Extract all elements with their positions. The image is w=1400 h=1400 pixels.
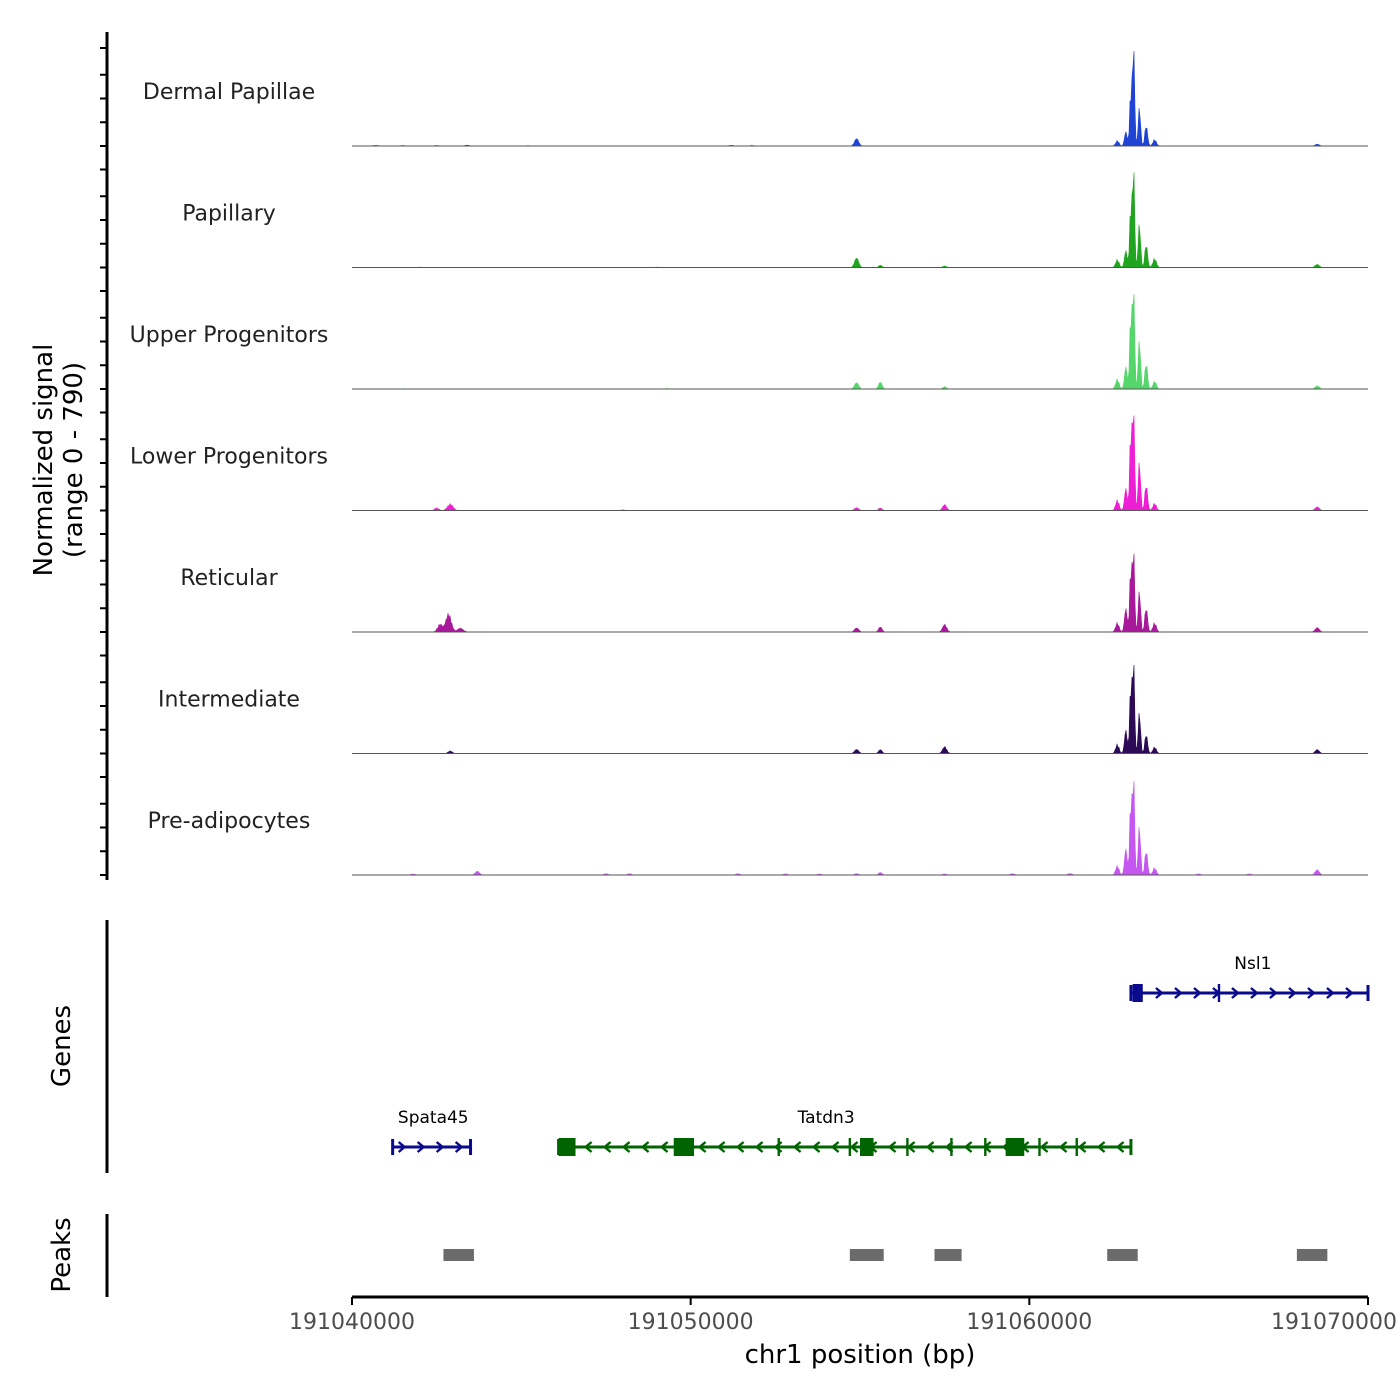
- coverage-area: [352, 50, 1368, 147]
- strand-chevron: [697, 1141, 707, 1153]
- strand-chevron: [830, 1141, 840, 1153]
- track-papillary: Papillary: [182, 172, 1368, 268]
- strand-chevron: [583, 1141, 593, 1153]
- strand-chevron: [1345, 987, 1354, 999]
- exon: [1132, 984, 1143, 1002]
- peak-track: [105, 1214, 1328, 1297]
- y-axis-title-line1: Normalized signal: [29, 344, 59, 577]
- coverage-area: [352, 293, 1368, 390]
- track-dermal-papillae: Dermal Papillae: [143, 50, 1368, 147]
- track-label: Dermal Papillae: [143, 80, 315, 105]
- strand-chevron: [1077, 1141, 1087, 1153]
- peak-region: [1296, 1249, 1328, 1261]
- strand-chevron: [887, 1141, 897, 1153]
- strand-chevron: [716, 1141, 726, 1153]
- strand-chevron: [1269, 987, 1278, 999]
- strand-chevron: [1096, 1141, 1106, 1153]
- track-upper-progenitors: Upper Progenitors: [130, 293, 1368, 390]
- gene-spata45: Spata45: [391, 1108, 473, 1155]
- coverage-area: [352, 664, 1368, 754]
- strand-chevron: [621, 1141, 631, 1153]
- strand-chevron: [640, 1141, 650, 1153]
- gene-label: Spata45: [398, 1108, 469, 1128]
- genes-track-label: Genes: [47, 1005, 77, 1087]
- track-lower-progenitors: Lower Progenitors: [130, 415, 1368, 511]
- peaks-track-label: Peaks: [47, 1217, 77, 1292]
- peak-region: [443, 1249, 474, 1261]
- exon: [1005, 1138, 1025, 1156]
- gene-track: Nsl1 Spata45 Tatdn3: [105, 920, 1370, 1173]
- exon: [673, 1138, 695, 1156]
- strand-chevron: [1193, 987, 1202, 999]
- strand-chevron: [454, 1141, 464, 1153]
- strand-chevron: [792, 1141, 802, 1153]
- peak-region: [934, 1249, 962, 1261]
- track-intermediate: Intermediate: [158, 664, 1368, 754]
- track-reticular: Reticular: [180, 553, 1368, 633]
- track-label: Upper Progenitors: [130, 323, 329, 348]
- coverage-y-axis: [100, 32, 109, 880]
- strand-chevron: [1288, 987, 1297, 999]
- track-label: Reticular: [180, 566, 278, 591]
- y-axis-title-line2: (range 0 - 790): [59, 362, 89, 558]
- strand-chevron: [735, 1141, 745, 1153]
- strand-chevron: [1115, 1141, 1125, 1153]
- strand-chevron: [849, 1141, 859, 1153]
- track-pre-adipocytes: Pre-adipocytes: [148, 781, 1368, 876]
- strand-chevron: [1039, 1141, 1049, 1153]
- strand-chevron: [1155, 987, 1164, 999]
- x-tick-label: 191070000: [1271, 1310, 1397, 1335]
- gene-label: Nsl1: [1234, 954, 1271, 974]
- x-axis: 191040000 191050000 191060000 191070000: [289, 1295, 1397, 1335]
- strand-chevron: [1058, 1141, 1068, 1153]
- coverage-area: [352, 781, 1368, 876]
- gene-nsl1: Nsl1: [1129, 954, 1370, 1002]
- strand-chevron: [1307, 987, 1316, 999]
- strand-chevron: [416, 1141, 426, 1153]
- x-tick-label: 191040000: [289, 1310, 415, 1335]
- strand-chevron: [925, 1141, 935, 1153]
- gene-label: Tatdn3: [797, 1108, 855, 1128]
- coverage-tracks: Dermal Papillae Papillary Upper Progenitor…: [100, 32, 1368, 880]
- track-label: Intermediate: [158, 688, 300, 713]
- x-axis-title: chr1 position (bp): [745, 1340, 976, 1370]
- strand-chevron: [659, 1141, 669, 1153]
- strand-chevron: [1326, 987, 1335, 999]
- strand-chevron: [435, 1141, 445, 1153]
- coverage-area: [352, 553, 1368, 633]
- strand-chevron: [602, 1141, 612, 1153]
- strand-chevron: [1250, 987, 1259, 999]
- x-tick-label: 191060000: [966, 1310, 1092, 1335]
- coverage-area: [352, 415, 1368, 511]
- peak-region: [1107, 1249, 1138, 1261]
- coverage-area: [352, 172, 1368, 268]
- exon: [558, 1138, 576, 1156]
- strand-chevron: [397, 1141, 407, 1153]
- x-tick-label: 191050000: [628, 1310, 754, 1335]
- strand-chevron: [1231, 987, 1240, 999]
- gene-tatdn3: Tatdn3: [557, 1108, 1133, 1156]
- peak-region: [849, 1249, 884, 1261]
- track-label: Lower Progenitors: [130, 445, 328, 470]
- strand-chevron: [963, 1141, 973, 1153]
- track-label: Papillary: [182, 202, 276, 227]
- exon: [860, 1138, 874, 1156]
- strand-chevron: [1174, 987, 1183, 999]
- strand-chevron: [754, 1141, 764, 1153]
- track-label: Pre-adipocytes: [148, 809, 311, 834]
- strand-chevron: [811, 1141, 821, 1153]
